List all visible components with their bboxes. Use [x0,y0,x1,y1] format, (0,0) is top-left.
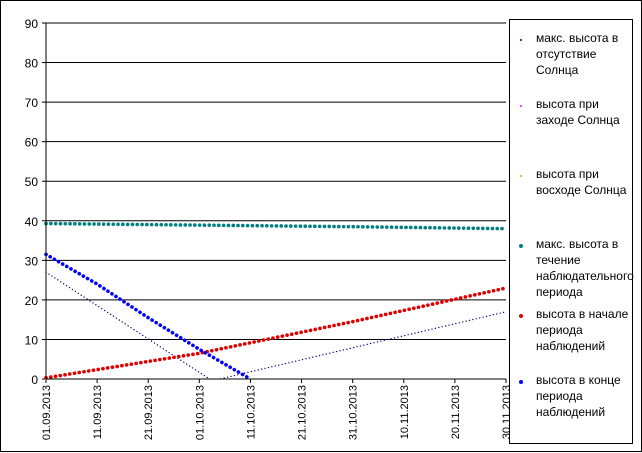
legend-key [520,105,522,107]
legend-key-dot [520,105,522,107]
legend-key-dot [519,314,523,318]
legend-label: макс. высота в отсутствие Солнца [536,31,619,77]
y-tick-label: 60 [25,136,39,150]
x-tick-label: 11.09.2013 [92,385,104,439]
legend: макс. высота в отсутствие Солнца высота п… [509,19,634,444]
legend-key [520,39,522,41]
axes [45,23,506,380]
legend-key-dot [519,380,523,384]
x-tick-label: 21.09.2013 [143,385,155,440]
series-line-4 [44,286,508,380]
series-line-3 [44,221,508,231]
y-tick-label: 30 [25,254,39,268]
legend-key [519,380,523,384]
series-line-0 [45,271,507,380]
x-tick-label: 20.11.2013 [450,385,462,439]
series-line-5 [44,252,253,381]
y-tick-label: 10 [25,333,39,347]
x-tick-label: 01.09.2013 [41,385,53,440]
x-tick-label: 31.10.2013 [348,385,360,440]
x-tick-label: 10.11.2013 [399,385,411,439]
legend-label: высота в начале периода наблюдений [536,307,629,353]
legend-label: высота при восходе Солнца [536,167,627,197]
legend-label: макс. высота в течение наблюдательного п… [536,237,634,299]
y-tick-label: 40 [25,215,39,229]
y-tick-label: 0 [31,373,38,387]
y-tick-label: 50 [25,175,39,189]
y-tick-label: 80 [25,57,39,71]
legend-key [520,175,522,177]
legend-key-dot [520,39,522,41]
legend-key [519,314,523,318]
x-tick-label: 01.10.2013 [194,385,206,440]
legend-label: высота в конце периода наблюдений [536,373,621,419]
y-tick-label: 20 [25,294,39,308]
x-tick-label: 21.10.2013 [297,385,309,440]
y-axis-ticks: 0 10 20 30 40 50 60 70 80 90 [25,17,46,387]
legend-key [519,244,523,248]
series-layer [44,221,508,381]
legend-key-dot [519,244,523,248]
y-tick-label: 90 [25,17,39,31]
grid-lines [46,22,506,340]
x-tick-label: 11.10.2013 [245,385,257,439]
y-tick-label: 70 [25,96,39,110]
legend-label: высота при заходе Солнца [536,97,620,127]
legend-key-dot [520,175,522,177]
x-axis-ticks: 01.09.2013 11.09.2013 21.09.2013 01.10.2013… [41,379,513,440]
